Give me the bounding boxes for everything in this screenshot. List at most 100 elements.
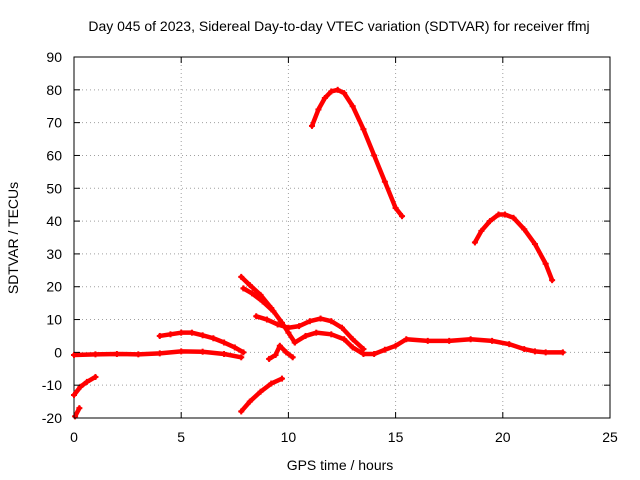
data-point — [328, 318, 335, 325]
data-point — [506, 341, 513, 348]
data-point — [178, 329, 185, 336]
data-point — [199, 348, 206, 355]
chart-grid — [74, 57, 610, 418]
data-point — [349, 336, 356, 343]
data-point — [238, 408, 245, 415]
data-point — [92, 373, 99, 380]
data-point — [467, 336, 474, 343]
data-point — [549, 277, 556, 284]
data-point — [360, 351, 367, 358]
data-point — [246, 282, 253, 289]
data-point — [199, 332, 206, 339]
data-point — [521, 346, 528, 353]
data-point — [274, 321, 281, 328]
data-point — [76, 405, 83, 412]
data-point — [71, 392, 77, 399]
data-point — [306, 318, 313, 325]
data-point — [240, 285, 247, 292]
data-point — [272, 351, 279, 358]
series-arc-20h — [472, 212, 555, 283]
data-point — [302, 332, 309, 339]
y-axis-label: SDTVAR / TECUs — [5, 182, 21, 294]
data-point — [403, 336, 410, 343]
y-tick-label: -10 — [42, 377, 62, 393]
data-point — [371, 351, 378, 358]
data-point — [238, 354, 245, 361]
data-point — [270, 308, 277, 315]
x-axis-ticks: 0 5 10 15 20 25 — [70, 57, 618, 445]
data-point — [531, 348, 538, 355]
data-point — [283, 349, 290, 356]
x-tick-label: 20 — [495, 429, 511, 445]
data-point — [486, 218, 493, 225]
data-point — [392, 342, 399, 349]
data-point — [399, 213, 406, 220]
data-point — [501, 211, 508, 218]
data-point — [296, 323, 303, 330]
data-point — [221, 339, 228, 346]
data-point — [289, 354, 296, 361]
chart-title: Day 045 of 2023, Sidereal Day-to-day VTE… — [88, 18, 589, 34]
x-tick-label: 5 — [177, 429, 185, 445]
x-tick-label: 10 — [281, 429, 297, 445]
data-point — [210, 335, 217, 342]
data-point — [167, 331, 174, 338]
y-tick-label: 20 — [46, 279, 62, 295]
data-point — [360, 126, 367, 133]
x-tick-label: 15 — [388, 429, 404, 445]
data-point — [246, 398, 253, 405]
x-tick-label: 25 — [602, 429, 618, 445]
data-point — [381, 178, 388, 185]
data-point — [339, 324, 345, 331]
data-point — [291, 339, 298, 346]
data-point — [510, 214, 517, 221]
data-point — [559, 349, 566, 356]
data-point — [495, 211, 502, 218]
data-point — [349, 103, 356, 110]
series-baseline-main — [292, 330, 566, 357]
data-point — [341, 90, 348, 97]
y-tick-label: 30 — [46, 246, 62, 262]
data-series-layer — [71, 86, 566, 420]
data-point — [317, 315, 324, 322]
data-point — [489, 337, 496, 344]
data-point — [392, 204, 399, 211]
data-point — [424, 337, 431, 344]
plot-frame — [73, 56, 611, 419]
data-point — [221, 351, 228, 358]
y-tick-label: 60 — [46, 147, 62, 163]
data-point — [349, 344, 356, 351]
data-point — [542, 349, 549, 356]
y-axis-ticks: -20 -10 0 10 20 30 40 50 60 70 80 90 — [42, 49, 610, 426]
data-point — [542, 260, 549, 267]
data-point — [446, 337, 453, 344]
y-tick-label: 10 — [46, 312, 62, 328]
data-point — [278, 375, 285, 382]
y-tick-label: 80 — [46, 82, 62, 98]
data-point — [92, 351, 99, 358]
data-point — [77, 383, 84, 390]
data-point — [231, 344, 238, 351]
data-point — [471, 239, 478, 246]
data-point — [178, 348, 185, 355]
series-neg-start — [71, 374, 98, 398]
data-point — [371, 152, 378, 159]
data-point — [156, 332, 163, 339]
data-point — [156, 350, 163, 357]
data-point — [328, 331, 335, 338]
data-point — [276, 342, 283, 349]
data-point — [321, 95, 328, 102]
y-tick-label: 40 — [46, 213, 62, 229]
data-point — [263, 316, 270, 323]
data-point — [266, 355, 273, 362]
data-point — [113, 351, 120, 358]
data-point — [259, 298, 266, 305]
data-point — [521, 226, 528, 233]
y-tick-label: -20 — [42, 410, 62, 426]
data-point — [257, 291, 264, 298]
series-drop-8h-lower — [241, 286, 276, 314]
data-point — [313, 329, 320, 336]
data-point — [83, 378, 90, 385]
data-point — [71, 351, 77, 358]
